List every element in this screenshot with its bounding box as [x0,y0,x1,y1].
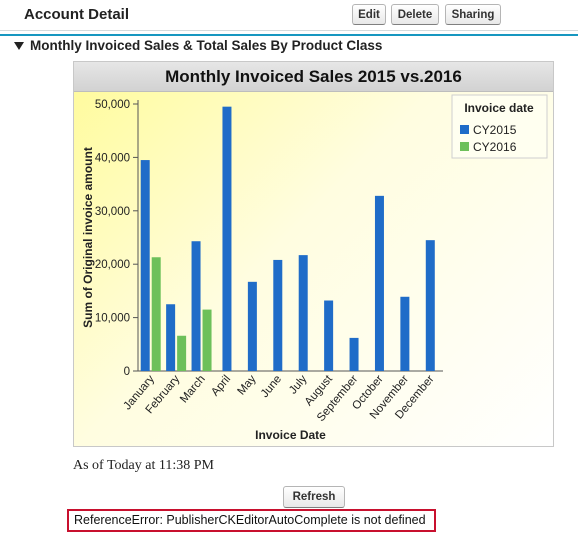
sharing-button[interactable]: Sharing [445,4,501,25]
bar-cy2015-july [298,255,308,371]
x-axis-title: Invoice Date [255,428,326,442]
y-tick-label: 40,000 [95,152,130,164]
bar-cy2015-march [191,241,201,371]
detail-header: Account Detail Edit Delete Sharing [0,0,578,31]
legend-entry-cy2016: CY2016 [473,140,517,154]
bar-chart: 010,00020,00030,00040,00050,000JanuaryFe… [81,94,548,442]
legend-entry-cy2015: CY2015 [473,123,517,137]
x-tick-label: March [178,373,208,405]
bar-cy2015-may [247,281,257,371]
as-of-timestamp: As of Today at 11:38 PM [73,458,214,473]
x-tick-label: May [236,373,259,398]
bar-cy2015-april [222,106,232,372]
bar-cy2015-november [400,296,410,371]
y-tick-label: 30,000 [95,206,130,218]
section-title: Monthly Invoiced Sales & Total Sales By … [30,38,383,53]
bar-cy2015-august [324,300,334,371]
page-title: Account Detail [24,6,130,23]
chart-title: Monthly Invoiced Sales 2015 vs.2016 [165,67,462,86]
legend-swatch-cy2016 [460,142,469,151]
delete-button[interactable]: Delete [391,4,439,25]
bar-cy2015-december [425,240,435,371]
section-header[interactable]: Monthly Invoiced Sales & Total Sales By … [0,34,578,58]
y-axis-title: Sum of Original invoice amount [81,147,95,328]
legend-title: Invoice date [464,101,534,115]
bar-cy2015-february [166,304,176,371]
chart-panel: 0 10,000 20,000 30,000 40,000 50,000 January Fe… [73,61,554,447]
bar-cy2016-january [151,257,161,371]
bar-cy2015-september [349,337,359,371]
x-tick-label: April [209,373,233,398]
y-tick-label: 10,000 [95,313,130,325]
y-tick-label: 50,000 [95,99,130,111]
y-tick-label: 20,000 [95,259,130,271]
legend-swatch-cy2015 [460,125,469,134]
edit-button[interactable]: Edit [352,4,386,25]
y-tick-label: 0 [124,366,130,378]
chart-title-bar: Monthly Invoiced Sales 2015 vs.2016 [74,62,553,92]
bar-cy2015-october [374,195,384,371]
bar-cy2016-march [202,309,212,371]
x-tick-label: June [259,373,284,400]
error-message: ReferenceError: PublisherCKEditorAutoCom… [74,513,426,527]
bar-cy2016-february [177,335,187,371]
bar-cy2015-june [273,259,283,371]
refresh-button[interactable]: Refresh [283,486,345,508]
x-tick-label: July [287,373,309,397]
error-message-box: ReferenceError: PublisherCKEditorAutoCom… [67,509,436,532]
bar-cy2015-january [140,160,150,371]
collapse-triangle-icon[interactable] [14,42,24,50]
